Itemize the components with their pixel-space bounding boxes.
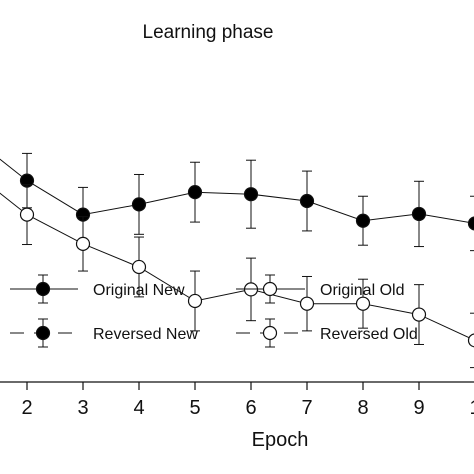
x-tick-label: 4: [133, 397, 144, 419]
data-point: [299, 296, 315, 311]
x-tick-label: 6: [245, 397, 256, 419]
x-tick-label: 3: [77, 397, 88, 419]
data-point: [355, 296, 371, 311]
data-point: [299, 193, 315, 209]
data-point: [131, 197, 147, 212]
chart-title: Learning phase: [143, 22, 274, 43]
legend-marker: [262, 325, 278, 341]
legend-marker: [35, 325, 51, 341]
legend-entry: Original Old: [236, 274, 404, 304]
legend-marker: [35, 281, 51, 297]
legend-entry: Reversed New: [10, 318, 198, 348]
series-line: [0, 158, 474, 224]
x-tick-label: 2: [21, 397, 32, 419]
data-point: [355, 213, 371, 228]
legend-marker: [262, 281, 278, 297]
legend: Original New Original Old Reversed New Reve…: [10, 274, 418, 348]
data-point: [467, 333, 474, 348]
x-tick-label: 7: [301, 397, 312, 419]
x-axis: 2 3 4 5 6 7 8 9 1 Epoch: [0, 381, 474, 451]
x-ticks: 2 3 4 5 6 7 8 9 1: [21, 382, 474, 419]
data-point: [187, 293, 203, 309]
series-original-new: [0, 152, 474, 252]
x-tick-label: 8: [357, 397, 368, 419]
x-tick-label: 5: [189, 397, 200, 419]
x-tick-label: 9: [413, 397, 424, 419]
series-original-old: [0, 184, 474, 369]
legend-label: Original Old: [320, 282, 404, 299]
legend-label: Reversed New: [93, 326, 198, 343]
data-point: [467, 216, 474, 231]
data-point: [411, 206, 427, 222]
plot-area: [0, 152, 474, 369]
legend-label: Reversed Old: [320, 326, 418, 343]
data-point: [131, 259, 147, 275]
legend-entry: Original New: [10, 274, 185, 304]
x-axis-label: Epoch: [252, 429, 309, 451]
data-point: [411, 307, 427, 322]
data-point: [75, 236, 91, 251]
x-tick-label: 1: [469, 397, 474, 419]
data-point: [243, 187, 259, 202]
series-line: [0, 192, 474, 341]
data-point: [19, 207, 35, 222]
legend-entry: Reversed Old: [236, 318, 418, 348]
data-point: [187, 185, 203, 200]
legend-label: Original New: [93, 282, 185, 299]
